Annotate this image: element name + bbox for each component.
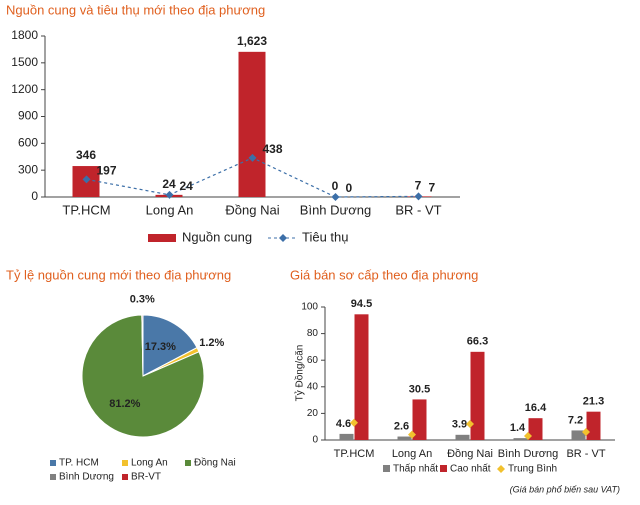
data-label: 0 bbox=[332, 179, 339, 193]
marker bbox=[248, 153, 257, 162]
legend-label: Đồng Nai bbox=[194, 457, 236, 469]
legend-swatch bbox=[440, 465, 447, 472]
legend-label: BR-VT bbox=[131, 472, 161, 483]
x-tick-label: Long An bbox=[146, 202, 194, 217]
data-label: 94.5 bbox=[351, 298, 372, 310]
legend-label: TP. HCM bbox=[59, 458, 99, 469]
legend-label: Tiêu thụ bbox=[302, 229, 349, 244]
legend-label: Trung Bình bbox=[508, 464, 557, 475]
data-label: 21.3 bbox=[583, 396, 604, 408]
data-label: 346 bbox=[76, 148, 96, 162]
bar bbox=[397, 436, 412, 440]
y-tick-label: 600 bbox=[18, 136, 38, 150]
bar bbox=[528, 418, 543, 440]
x-tick-label: Đồng Nai bbox=[447, 448, 493, 460]
y-tick-label: 1200 bbox=[11, 82, 38, 96]
legend-label: Bình Dương bbox=[59, 472, 114, 483]
bar bbox=[238, 51, 266, 197]
legend-label: Nguồn cung bbox=[182, 229, 252, 244]
y-tick-label: 60 bbox=[307, 355, 319, 366]
data-label: 0 bbox=[346, 181, 353, 195]
y-tick-label: 100 bbox=[301, 302, 318, 313]
bar bbox=[586, 411, 601, 440]
x-tick-label: Long An bbox=[392, 448, 432, 460]
data-label: 7 bbox=[429, 181, 436, 195]
bar bbox=[354, 314, 369, 440]
x-tick-label: Đồng Nai bbox=[225, 202, 279, 217]
pie-slice bbox=[141, 314, 144, 377]
y-tick-label: 1800 bbox=[11, 28, 38, 42]
bar bbox=[571, 430, 586, 440]
legend-swatch bbox=[279, 234, 287, 242]
pie-slice bbox=[142, 314, 198, 377]
marker bbox=[82, 175, 91, 184]
data-label: 1,623 bbox=[237, 34, 267, 48]
marker bbox=[165, 190, 174, 199]
legend-swatch bbox=[148, 234, 176, 242]
data-label: 7.2 bbox=[568, 414, 583, 426]
data-label: 0.3% bbox=[130, 294, 155, 306]
legend-swatch bbox=[383, 465, 390, 472]
x-tick-label: Bình Dương bbox=[498, 448, 558, 460]
legend-label: Long An bbox=[131, 458, 168, 469]
legend-swatch bbox=[50, 460, 56, 466]
bar bbox=[470, 351, 485, 440]
data-label: 1.4 bbox=[510, 422, 526, 434]
data-label: 16.4 bbox=[525, 402, 547, 414]
x-tick-label: BR - VT bbox=[566, 448, 605, 460]
data-label: 17.3% bbox=[145, 341, 176, 353]
y-tick-label: 1500 bbox=[11, 55, 38, 69]
y-tick-label: 80 bbox=[307, 328, 319, 339]
y-tick-label: 900 bbox=[18, 109, 38, 123]
data-label: 3.9 bbox=[452, 419, 467, 431]
y-axis-label: Tỷ Đồng/căn bbox=[294, 345, 306, 402]
x-tick-label: BR - VT bbox=[395, 202, 441, 217]
data-label: 24 bbox=[162, 177, 176, 191]
y-tick-label: 300 bbox=[18, 162, 38, 176]
marker bbox=[524, 432, 532, 441]
data-label: 30.5 bbox=[409, 383, 430, 395]
legend-swatch bbox=[122, 460, 128, 466]
x-tick-label: TP.HCM bbox=[334, 448, 375, 460]
data-label: 2.6 bbox=[394, 420, 409, 432]
y-tick-label: 40 bbox=[307, 381, 319, 392]
chart-title: Nguồn cung và tiêu thụ mới theo địa phươ… bbox=[6, 2, 265, 17]
bar bbox=[339, 433, 354, 440]
marker bbox=[466, 420, 474, 429]
data-label: 7 bbox=[415, 179, 422, 193]
legend-swatch bbox=[497, 465, 505, 473]
data-label: 81.2% bbox=[109, 398, 140, 410]
bar bbox=[455, 434, 470, 440]
data-label: 24 bbox=[180, 179, 194, 193]
legend-swatch bbox=[50, 474, 56, 480]
marker bbox=[331, 193, 340, 201]
marker bbox=[408, 430, 416, 439]
chart-title: Giá bán sơ cấp theo địa phương bbox=[290, 267, 478, 282]
y-tick-label: 0 bbox=[312, 435, 318, 446]
data-label: 1.2% bbox=[199, 337, 224, 349]
data-label: 197 bbox=[97, 164, 117, 178]
pie-slice bbox=[81, 314, 205, 438]
legend-label: Cao nhất bbox=[450, 463, 491, 475]
legend-swatch bbox=[122, 474, 128, 480]
bar bbox=[513, 438, 528, 440]
legend-label: Thấp nhất bbox=[393, 463, 438, 475]
marker bbox=[582, 428, 590, 437]
legend-swatch bbox=[185, 460, 191, 466]
data-label: 438 bbox=[263, 142, 283, 156]
chart-title: Tỷ lệ nguồn cung mới theo địa phương bbox=[6, 267, 231, 282]
bar bbox=[412, 399, 427, 440]
data-label: 66.3 bbox=[467, 336, 488, 348]
data-label: 4.6 bbox=[336, 418, 351, 430]
x-tick-label: Bình Dương bbox=[300, 202, 371, 217]
marker bbox=[350, 418, 358, 427]
marker bbox=[414, 192, 423, 201]
x-tick-label: TP.HCM bbox=[62, 202, 110, 217]
y-tick-label: 20 bbox=[307, 408, 319, 419]
footnote: (Giá bán phổ biến sau VAT) bbox=[510, 484, 620, 494]
y-tick-label: 0 bbox=[31, 189, 38, 203]
